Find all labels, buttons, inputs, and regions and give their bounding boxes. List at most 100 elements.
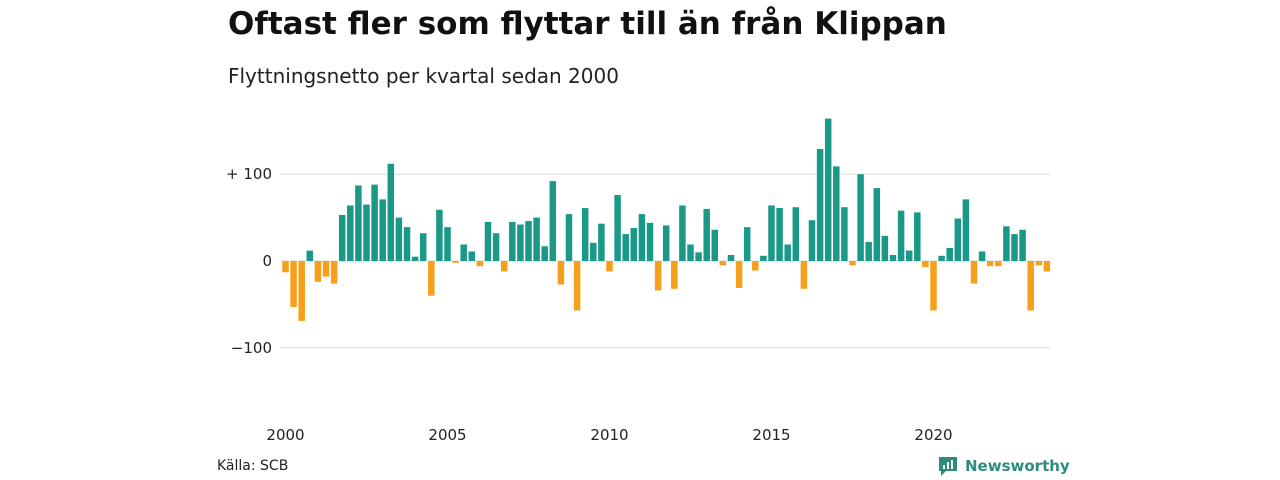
bar-2010-k3 — [622, 234, 629, 261]
bar-2005-k2 — [452, 261, 459, 263]
bar-2015-k3 — [784, 244, 791, 261]
bars — [282, 118, 1051, 321]
bar-2011-k2 — [646, 222, 654, 261]
bar-2009-k3 — [590, 242, 597, 261]
bar-2013-k2 — [711, 229, 719, 261]
bar-2007-k3 — [525, 221, 532, 261]
bar-2003-k1 — [379, 199, 386, 261]
bar-2015-k2 — [776, 208, 783, 261]
bar-2014-k4 — [760, 255, 767, 261]
x-tick-label: 2005 — [428, 426, 466, 444]
bar-2022-k3 — [1011, 234, 1018, 261]
chart-title: Oftast fler som flyttar till än från Kli… — [228, 6, 947, 42]
bar-2006-k2 — [484, 221, 492, 261]
x-tick-label: 2000 — [266, 426, 304, 444]
brand-name: Newsworthy — [965, 457, 1070, 475]
bar-2004-k4 — [436, 209, 443, 261]
bar-2015-k4 — [792, 207, 800, 261]
bar-2023-k2 — [1035, 261, 1043, 266]
bar-2003-k3 — [395, 217, 403, 261]
bar-2009-k1 — [573, 261, 581, 311]
bar-2019-k3 — [914, 212, 921, 261]
bar-2020-k1 — [930, 261, 937, 311]
bar-2002-k4 — [371, 184, 378, 261]
bar-2011-k1 — [638, 214, 646, 261]
y-tick-label: 0 — [262, 252, 272, 270]
bar-2014-k1 — [735, 261, 743, 288]
bar-2021-k3 — [978, 251, 986, 261]
bar-2013-k4 — [727, 254, 735, 261]
bar-2022-k2 — [1003, 226, 1010, 261]
y-tick-label: + 100 — [226, 165, 272, 183]
bar-2019-k1 — [897, 210, 905, 261]
bar-2003-k4 — [403, 227, 411, 261]
bar-2000-k4 — [306, 250, 314, 261]
bar-2001-k4 — [338, 215, 346, 261]
bar-2006-k3 — [492, 233, 500, 261]
newsworthy-logo-icon — [939, 457, 957, 476]
bar-2007-k4 — [533, 217, 540, 261]
bar-2018-k2 — [873, 188, 881, 261]
bar-2005-k1 — [444, 227, 451, 261]
x-tick-label: 2020 — [914, 426, 952, 444]
bar-2014-k3 — [752, 261, 759, 271]
bar-2004-k3 — [428, 261, 435, 296]
bar-2010-k2 — [614, 195, 621, 261]
bar-2008-k3 — [557, 261, 565, 285]
bar-2020-k4 — [954, 218, 962, 261]
bar-2007-k2 — [517, 224, 524, 261]
bar-2018-k1 — [865, 241, 872, 261]
bar-2000-k3 — [298, 261, 305, 321]
bar-2008-k1 — [541, 246, 548, 261]
bar-2000-k2 — [290, 261, 297, 307]
bar-2023-k3 — [1043, 261, 1051, 272]
source-note: Källa: SCB — [217, 458, 289, 474]
bar-2008-k2 — [549, 181, 557, 261]
bar-2012-k3 — [687, 244, 694, 261]
bar-2021-k2 — [970, 261, 978, 284]
bar-2012-k1 — [671, 261, 678, 289]
bar-2016-k4 — [824, 118, 832, 262]
bar-2023-k1 — [1027, 261, 1034, 311]
x-tick-label: 2015 — [752, 426, 790, 444]
bar-2000-k1 — [282, 261, 289, 273]
bar-2016-k2 — [808, 220, 816, 261]
bar-2002-k2 — [355, 185, 362, 261]
bar-2015-k1 — [768, 205, 775, 261]
bar-2001-k2 — [322, 261, 330, 277]
bar-2001-k3 — [330, 261, 338, 284]
bar-2009-k4 — [598, 223, 605, 261]
bar-2007-k1 — [509, 221, 516, 261]
bar-2017-k2 — [841, 207, 848, 261]
bar-2016-k1 — [800, 261, 808, 289]
bar-2021-k4 — [986, 261, 994, 267]
bar-2017-k3 — [849, 261, 856, 266]
bar-2009-k2 — [581, 208, 589, 261]
bar-2013-k3 — [719, 261, 727, 266]
bar-2018-k4 — [889, 254, 897, 261]
bar-2012-k2 — [679, 205, 686, 261]
bar-2022-k4 — [1019, 229, 1026, 261]
bar-2006-k1 — [476, 261, 484, 267]
bar-2019-k2 — [905, 250, 913, 261]
bar-2002-k3 — [363, 204, 370, 261]
chart-subtitle: Flyttningsnetto per kvartal sedan 2000 — [228, 64, 619, 88]
bar-2004-k2 — [419, 233, 427, 261]
bar-2017-k1 — [833, 166, 840, 261]
bar-2016-k3 — [816, 149, 824, 261]
bar-2017-k4 — [857, 174, 864, 261]
bar-2005-k3 — [460, 244, 467, 261]
bar-2001-k1 — [314, 261, 322, 282]
bar-2019-k4 — [922, 261, 929, 268]
brand[interactable]: Newsworthy — [937, 455, 1070, 477]
bar-2002-k1 — [347, 205, 354, 261]
bar-2006-k4 — [500, 261, 508, 272]
bar-2010-k1 — [606, 261, 613, 272]
bar-2003-k2 — [387, 163, 395, 261]
bar-2012-k4 — [695, 252, 702, 261]
y-axis-labels: + 100 0 −100 — [226, 165, 272, 357]
bar-2013-k1 — [703, 208, 710, 261]
x-tick-label: 2010 — [590, 426, 628, 444]
bar-2022-k1 — [995, 261, 1002, 267]
